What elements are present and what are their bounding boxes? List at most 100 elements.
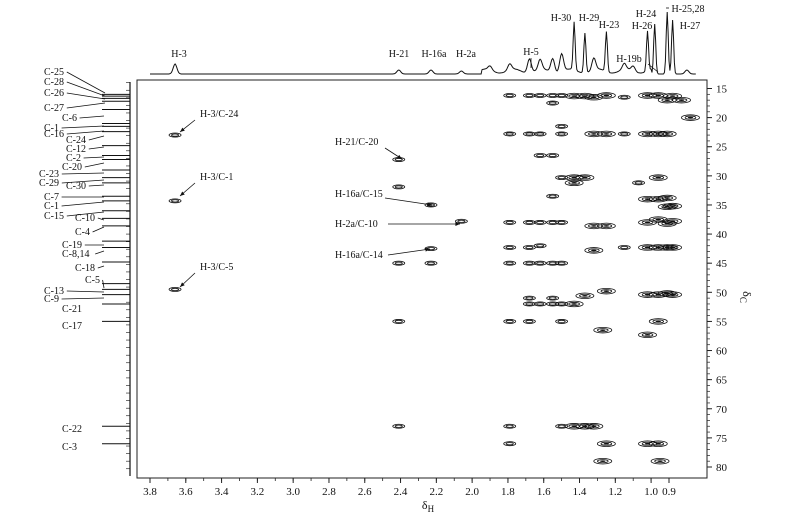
cross-peak <box>555 220 569 225</box>
carbon-peak-label: C-2 <box>66 153 81 164</box>
cross-peak <box>617 131 631 137</box>
x-tick-label: 2.6 <box>358 486 372 498</box>
cross-peak-inner <box>505 93 514 97</box>
cross-peak-inner <box>505 442 514 446</box>
cross-peak <box>546 193 560 199</box>
carbon-peak-label: C-8,14 <box>62 249 90 260</box>
cross-peak-inner <box>579 175 591 180</box>
annotation-arrowhead <box>180 282 185 287</box>
cross-peak-inner <box>661 196 674 200</box>
carbon-label-arrow <box>66 71 106 94</box>
x-tick-label: 3.0 <box>286 486 300 498</box>
cross-peak-inner <box>525 302 534 306</box>
cross-peak-core <box>582 176 588 179</box>
x-tick-label: 1.2 <box>608 486 622 498</box>
x-tick-label: 3.8 <box>143 486 157 498</box>
cross-peak <box>555 423 569 429</box>
cross-peak-inner <box>505 132 514 136</box>
cross-peak <box>533 153 547 158</box>
carbon-label-arrow <box>66 290 105 293</box>
cross-peak-inner <box>505 319 514 323</box>
cross-peak <box>503 245 517 250</box>
cross-peak-inner <box>557 220 566 224</box>
proton-peak-label: H-25,28 <box>671 4 704 15</box>
annotation-arrowhead <box>180 127 185 132</box>
carbon-peak-label: C-15 <box>44 211 64 222</box>
carbon-peak-label: C-6 <box>62 113 77 124</box>
proton-peak-label: H-24 <box>636 9 657 20</box>
cross-peak <box>503 260 517 266</box>
cross-peak-inner <box>548 93 557 97</box>
cross-peak <box>523 301 536 307</box>
cross-peak <box>555 123 569 129</box>
cross-peak-inner <box>557 93 566 97</box>
annotation-arrow <box>387 248 431 256</box>
cross-peak-core <box>582 294 588 297</box>
cross-peak-inner <box>525 296 534 300</box>
cross-peak <box>533 260 547 266</box>
cross-peak-core <box>571 176 577 179</box>
cross-peak-inner <box>666 94 679 99</box>
cross-peak <box>663 291 682 298</box>
cross-peak-core <box>644 293 651 296</box>
annotation-arrowhead <box>427 202 432 207</box>
cross-peak-inner <box>557 319 566 323</box>
cross-peak <box>503 441 517 447</box>
cross-peak <box>632 180 645 186</box>
carbon-label-arrow <box>97 217 105 221</box>
cross-peak-inner <box>536 132 545 136</box>
cross-peak-core <box>687 116 694 119</box>
cross-peak-inner <box>505 220 514 224</box>
cross-peak-inner <box>536 261 545 265</box>
cross-peak <box>555 93 569 98</box>
carbon-label-arrow <box>79 115 105 119</box>
cross-peak-core <box>591 225 597 227</box>
x-tick-label: 2.0 <box>465 486 479 498</box>
cross-peak-core <box>644 94 651 97</box>
cross-peak-inner <box>525 93 534 97</box>
carbon-peak-label: C-9 <box>44 294 59 305</box>
cross-peak <box>546 295 560 301</box>
carbon-peak-label: C-16 <box>44 129 64 140</box>
carbon-peak-label: C-24 <box>66 135 86 146</box>
y-tick-label: 15 <box>716 84 728 96</box>
cross-peak-core <box>669 220 676 223</box>
cross-peak-inner <box>505 245 514 249</box>
annotation-label: H-3/C-1 <box>200 172 233 183</box>
y-tick-label: 80 <box>716 462 728 474</box>
cross-peak <box>424 246 438 252</box>
cross-peak <box>392 260 406 266</box>
cross-peak-inner <box>675 98 688 103</box>
cross-peak-inner <box>525 220 534 224</box>
y-axis-label: δC <box>738 291 754 303</box>
x-tick-label: 3.4 <box>215 486 229 498</box>
cross-peak <box>657 130 677 138</box>
cross-peak-inner <box>171 199 180 203</box>
cross-peak-inner <box>548 261 557 265</box>
x-tick-label: 1.4 <box>573 486 587 498</box>
cross-peak <box>546 220 560 225</box>
x-tick-label: 2.2 <box>429 486 443 498</box>
cross-peak <box>564 179 584 187</box>
y-tick-label: 55 <box>716 316 728 328</box>
cross-peak-inner <box>505 261 514 265</box>
cross-peak-inner <box>666 219 679 224</box>
cross-peak-inner <box>666 292 679 297</box>
carbon-peak-label: C-30 <box>66 181 86 192</box>
cross-peak <box>523 319 536 324</box>
carbon-label-arrow <box>61 172 105 175</box>
cross-peak-inner <box>548 220 557 224</box>
cross-peak-inner <box>548 296 557 300</box>
annotation-label: H-3/C-24 <box>200 109 238 120</box>
cross-peak-core <box>655 218 661 221</box>
cross-peak <box>564 300 584 308</box>
cross-peak <box>523 260 536 266</box>
cross-peak-inner <box>596 328 609 333</box>
cross-peak-core <box>669 246 676 249</box>
cross-peak-core <box>600 460 606 463</box>
proton-peak-label: H-27 <box>680 21 701 32</box>
cross-peak-inner <box>652 319 665 324</box>
cross-peak <box>638 331 657 339</box>
cross-peak <box>596 440 616 447</box>
cross-peak <box>454 218 468 224</box>
